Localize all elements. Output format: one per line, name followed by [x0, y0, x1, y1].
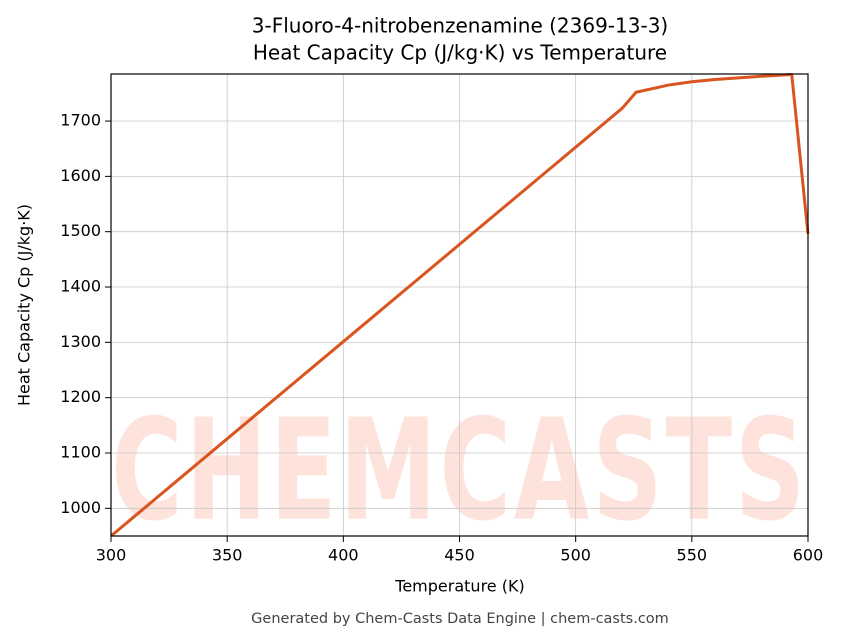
y-tick-label: 1300 — [60, 332, 101, 351]
y-tick-label: 1200 — [60, 387, 101, 406]
y-tick-label: 1400 — [60, 277, 101, 296]
x-tick-label: 500 — [560, 546, 591, 565]
chart-title: 3-Fluoro-4-nitrobenzenamine (2369-13-3) — [252, 14, 668, 38]
watermark: CHEMCASTS — [111, 390, 808, 553]
y-tick-label: 1000 — [60, 498, 101, 517]
footer: Generated by Chem-Casts Data Engine | ch… — [251, 611, 669, 627]
x-tick-label: 600 — [793, 546, 824, 565]
y-tick-label: 1700 — [60, 111, 101, 130]
x-axis-label: Temperature (K) — [394, 577, 524, 596]
x-tick-label: 350 — [212, 546, 243, 565]
x-tick-label: 300 — [96, 546, 127, 565]
x-tick-label: 450 — [444, 546, 475, 565]
y-axis-label: Heat Capacity Cp (J/kg·K) — [15, 204, 34, 406]
plot-frame — [110, 73, 809, 537]
data-line — [110, 73, 810, 538]
x-tick-label: 400 — [328, 546, 359, 565]
y-tick-label: 1100 — [60, 443, 101, 462]
chart-subtitle: Heat Capacity Cp (J/kg·K) vs Temperature — [253, 41, 667, 65]
y-tick-label: 1500 — [60, 221, 101, 240]
x-tick-label: 550 — [677, 546, 708, 565]
y-tick-label: 1600 — [60, 166, 101, 185]
